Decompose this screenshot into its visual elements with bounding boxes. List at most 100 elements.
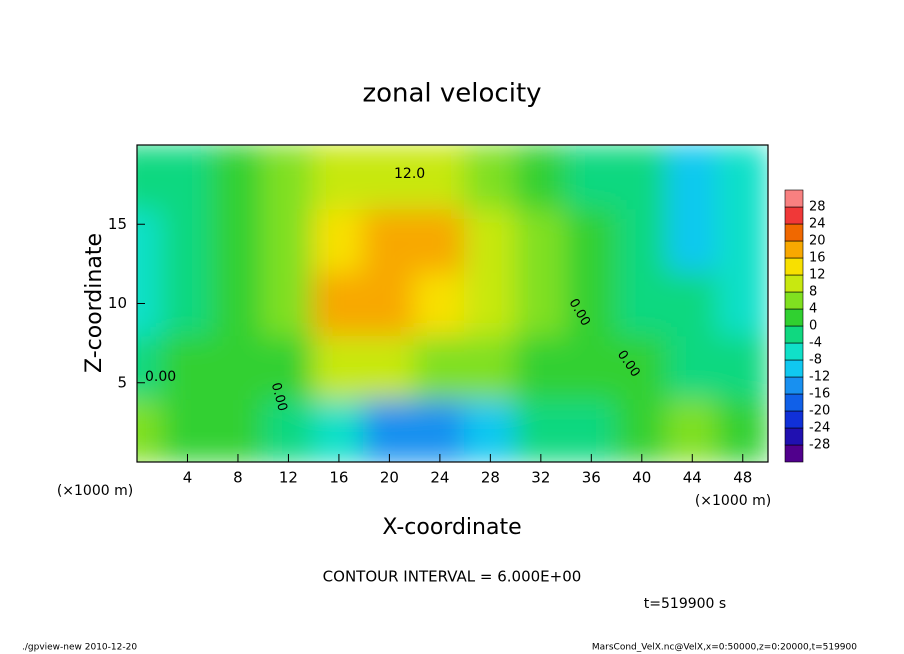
contour-label: 0.00 [145,369,176,385]
colorbar-box [784,257,804,276]
colorbar-box [784,427,804,446]
field-cell [161,334,214,400]
colorbar-label: -24 [809,421,830,436]
field-cell [413,270,467,337]
field-cell [211,207,265,273]
field-cell [464,397,517,462]
colorbar-label: 16 [809,251,826,266]
field-cell [413,207,467,273]
field-cell [666,207,719,273]
field-cell [161,397,214,462]
x-tick-label: 44 [683,469,702,487]
field-cell [514,334,568,400]
colorbar-label: -12 [809,370,830,385]
colorbar-box [784,189,804,208]
field-cell [137,207,164,273]
field-cell [363,270,416,337]
field-cell [565,334,618,400]
field-cell [312,270,366,337]
colorbar-box [784,410,804,429]
field-cell [363,145,416,210]
field-cell [161,207,214,273]
y-tick-label: 15 [108,215,127,233]
interval-note: CONTOUR INTERVAL = 6.000E+00 [323,568,582,586]
field-cell [161,270,214,337]
colorbar-box [784,291,804,310]
field-clip [137,145,768,462]
footer-right: MarsCond_VelX.nc@VelX,x=0:50000,z=0:2000… [592,643,857,653]
colorbar-label: 20 [809,234,826,249]
colorbar-box [784,393,804,412]
field-cell [363,334,416,400]
colorbar-label: 8 [809,285,817,300]
field-cell [514,145,568,210]
field-cell [716,334,768,400]
field-cell [615,207,669,273]
colorbar-label: 12 [809,268,826,283]
field-cell [413,145,467,210]
field-cell [363,207,416,273]
field-cell [211,397,265,462]
field-cell [312,207,366,273]
field-cell [413,334,467,400]
field-cell [312,397,366,462]
colorbar-box [784,359,804,378]
field-cell [464,145,517,210]
colorbar-box [784,444,804,463]
field-cell [262,145,315,210]
colorbar-box [784,223,804,242]
field-cell [137,334,164,400]
field-cell [312,334,366,400]
colorbar-box [784,240,804,259]
field-cell [514,397,568,462]
field [137,145,768,462]
field-cell [514,207,568,273]
field-cell [464,334,517,400]
x-unit-left: (×1000 m) [57,483,133,499]
x-tick-label: 32 [531,469,550,487]
field-cell [262,334,315,400]
field-cell [716,397,768,462]
field-cell [666,270,719,337]
colorbar-label: -20 [809,404,830,419]
time-note: t=519900 s [644,596,726,612]
field-cell [716,207,768,273]
footer-left: ./gpview-new 2010-12-20 [22,643,137,653]
colorbar-label: -28 [809,438,830,453]
field-cell [262,397,315,462]
contour-label: 12.0 [394,166,425,182]
colorbar-box [784,206,804,225]
x-tick-label: 8 [233,469,243,487]
field-cell [363,397,416,462]
x-tick-label: 48 [733,469,752,487]
field-cell [514,270,568,337]
field-cell [211,145,265,210]
field-cell [312,145,366,210]
field-cell [211,334,265,400]
field-cell [615,270,669,337]
contour-label: 0.00 [268,381,290,413]
field-cell [464,207,517,273]
chart-title: zonal velocity [362,79,541,109]
y-axis-label: Z-coordinate [82,233,107,373]
colorbar-label: 24 [809,217,826,232]
y-tick-label: 5 [117,373,127,391]
colorbar-label: -16 [809,387,830,402]
field-cell [413,397,467,462]
field-cell [615,334,669,400]
x-axis-label: X-coordinate [382,515,521,540]
x-tick-label: 20 [380,469,399,487]
field-cell [615,145,669,210]
field-cell [565,145,618,210]
colorbar-box [784,342,804,361]
field-cell [666,145,719,210]
x-tick-label: 24 [430,469,449,487]
colorbar-label: 4 [809,302,817,317]
field-cell [211,270,265,337]
colorbar-label: 28 [809,200,826,215]
x-tick-label: 16 [329,469,348,487]
field-cell [565,207,618,273]
x-tick-label: 12 [279,469,298,487]
colorbar-box [784,274,804,293]
